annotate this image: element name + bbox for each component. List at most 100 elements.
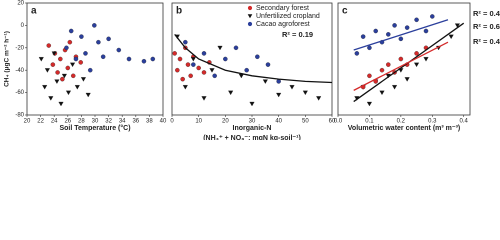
point [373, 28, 378, 34]
point [414, 51, 419, 56]
point [126, 56, 132, 62]
point [87, 67, 93, 73]
x-tick-label: 20 [24, 119, 31, 125]
point [392, 85, 398, 90]
x-tick-label: 40 [160, 119, 167, 125]
legend-label: Secondary forest [256, 5, 309, 12]
point [398, 56, 404, 62]
point [201, 51, 207, 56]
x-tick-label: 0.3 [428, 119, 437, 125]
point [188, 73, 193, 79]
x-tick-label: 40 [275, 119, 282, 125]
point [78, 60, 83, 65]
point [65, 90, 72, 96]
point [83, 51, 88, 56]
fit-line [353, 41, 449, 91]
point [423, 28, 429, 34]
point [67, 39, 73, 45]
point [50, 62, 56, 67]
x-tick-label: 60 [329, 119, 336, 125]
x-tick-label: 38 [146, 119, 153, 125]
point [386, 62, 391, 67]
r-squared: R² = 0.43 [473, 37, 500, 46]
x-axis-label: Volumetric water content (m³ m⁻³) [348, 125, 460, 132]
point [44, 68, 50, 73]
panel-label: c [342, 6, 348, 17]
legend-label: Cacao agroforest [256, 21, 310, 28]
point [58, 101, 64, 107]
point [367, 45, 372, 51]
point [414, 17, 419, 23]
point [255, 54, 260, 60]
x-tick-label: 22 [37, 119, 44, 125]
point [85, 92, 91, 98]
legend-label: Unfertilized cropland [256, 13, 320, 20]
plot-frame [337, 2, 471, 116]
point [70, 62, 76, 68]
point [74, 85, 80, 90]
x-tick-label: 0.0 [334, 119, 343, 125]
point [262, 79, 268, 84]
point [367, 73, 372, 79]
point [65, 65, 71, 71]
point [80, 77, 86, 82]
point [196, 65, 201, 71]
point [182, 85, 188, 90]
point [55, 70, 60, 75]
point [51, 51, 57, 56]
point [354, 51, 360, 56]
figure: a 20 22 24 26 28 30 32 34 36 38 40 20 0 -20 -40 -60 -80 CH… [4, 1, 500, 140]
point [302, 90, 308, 96]
y-tick-label: 0 [21, 23, 25, 29]
point [228, 90, 234, 96]
point [73, 56, 79, 62]
x-tick-label: 20 [222, 119, 229, 125]
point [289, 85, 295, 90]
x-tick-label: 0.1 [365, 119, 374, 125]
y-axis-label: CH₄ (μgC m⁻² h⁻¹) [4, 31, 11, 87]
point [58, 56, 63, 62]
point [392, 23, 397, 28]
r-squared: R² = 0.68 [473, 22, 500, 31]
x-tick-label: 24 [51, 119, 58, 125]
point [265, 62, 271, 67]
point [233, 45, 239, 51]
x-axis-label: Inorganic-N [233, 125, 272, 132]
point [201, 96, 207, 101]
y-tick-label: 20 [17, 1, 24, 7]
point [223, 56, 228, 62]
point [185, 62, 191, 67]
point [379, 90, 385, 96]
point [448, 34, 454, 40]
point [190, 57, 196, 62]
x-tick-label: 10 [195, 119, 202, 125]
point [276, 92, 282, 98]
point [244, 67, 249, 73]
point [180, 76, 185, 82]
point [404, 25, 410, 30]
point [38, 57, 44, 62]
x-tick-label: 0 [170, 119, 174, 125]
point [360, 34, 366, 39]
point [366, 101, 372, 107]
point [209, 68, 215, 73]
point [42, 85, 48, 90]
point [79, 34, 84, 39]
point [60, 76, 65, 82]
x-tick-label: 0.2 [397, 119, 406, 125]
panel-label: a [31, 6, 37, 17]
point [100, 54, 106, 60]
point [64, 45, 69, 51]
point [70, 73, 76, 79]
x-tick-label: 26 [64, 119, 71, 125]
point [141, 58, 147, 64]
point [96, 39, 101, 45]
point [177, 56, 183, 62]
x-axis-label: Soil Temperature (°C) [59, 124, 130, 132]
point [48, 96, 54, 101]
point [54, 79, 60, 84]
legend-marker [247, 21, 253, 27]
x-tick-label: 30 [92, 119, 99, 125]
point [183, 39, 188, 45]
x-tick-label: 36 [132, 119, 139, 125]
